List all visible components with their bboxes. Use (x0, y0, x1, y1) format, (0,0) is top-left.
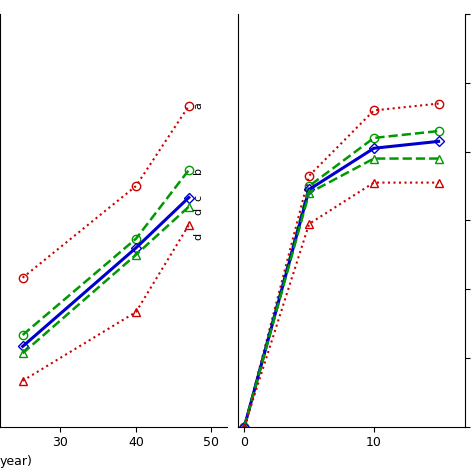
Text: c: c (193, 194, 203, 201)
X-axis label: year): year) (0, 455, 33, 468)
Text: d: d (193, 208, 203, 215)
Text: d: d (193, 233, 203, 240)
Text: b: b (193, 166, 203, 173)
Text: a: a (193, 102, 203, 109)
